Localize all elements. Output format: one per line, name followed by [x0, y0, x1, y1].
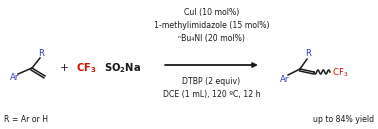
- Text: R: R: [305, 50, 311, 58]
- Text: $\mathregular{CF_3}$: $\mathregular{CF_3}$: [332, 67, 349, 79]
- Text: $\mathregular{SO_2Na}$: $\mathregular{SO_2Na}$: [104, 61, 141, 75]
- Text: DCE (1 mL), 120 ºC, 12 h: DCE (1 mL), 120 ºC, 12 h: [163, 90, 260, 99]
- Text: +: +: [60, 63, 68, 73]
- Text: ⁿBu₄NI (20 mol%): ⁿBu₄NI (20 mol%): [178, 34, 245, 43]
- Text: R = Ar or H: R = Ar or H: [4, 115, 48, 124]
- Text: CuI (10 mol%): CuI (10 mol%): [184, 9, 239, 18]
- Text: $\mathregular{CF_3}$: $\mathregular{CF_3}$: [76, 61, 96, 75]
- Text: Ar: Ar: [10, 74, 20, 83]
- Text: R: R: [38, 50, 44, 58]
- Text: up to 84% yield: up to 84% yield: [313, 115, 374, 124]
- Text: 1-methylimidazole (15 mol%): 1-methylimidazole (15 mol%): [154, 22, 269, 30]
- Text: Ar: Ar: [280, 75, 290, 84]
- Text: DTBP (2 equiv): DTBP (2 equiv): [183, 78, 240, 87]
